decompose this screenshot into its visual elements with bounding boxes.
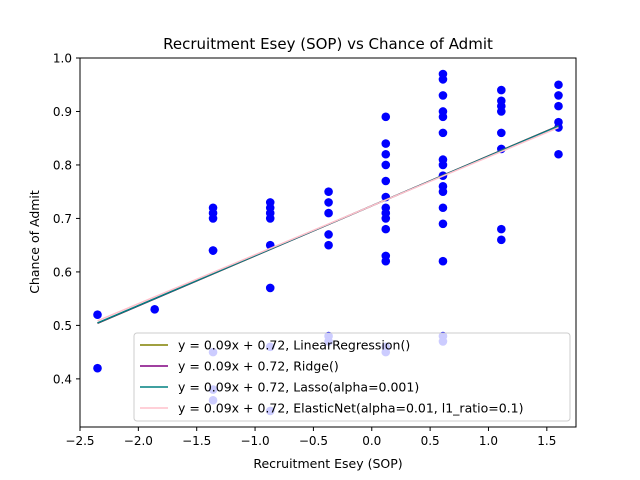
- scatter-point: [324, 208, 333, 218]
- x-axis-label: Recruitment Esey (SOP): [253, 456, 402, 471]
- scatter-point: [381, 214, 391, 223]
- scatter-point: [438, 256, 448, 266]
- scatter-point: [497, 107, 506, 116]
- scatter-point: [381, 256, 391, 266]
- legend-label: y = 0.09x + 0.72, Ridge(): [178, 359, 339, 374]
- legend-box: [133, 332, 571, 422]
- scatter-point: [324, 230, 333, 239]
- scatter-point: [438, 187, 448, 196]
- y-tick-label: 1.0: [53, 52, 72, 66]
- scatter-point: [554, 91, 563, 100]
- scatter-points: [93, 69, 563, 416]
- legend: y = 0.09x + 0.72, LinearRegression() y = …: [133, 332, 571, 422]
- scatter-point: [381, 176, 391, 186]
- scatter-point: [554, 123, 563, 132]
- scatter-point: [438, 128, 448, 138]
- scatter-point: [324, 240, 333, 250]
- regression-line: [97, 126, 559, 322]
- scatter-point: [93, 363, 102, 373]
- legend-label: y = 0.09x + 0.72, ElasticNet(alpha=0.01,…: [178, 401, 523, 416]
- x-tick-label: −2.5: [65, 434, 94, 448]
- y-tick-label: 0.6: [53, 265, 72, 279]
- scatter-point: [497, 235, 506, 245]
- legend-entry: y = 0.09x + 0.72, Ridge(): [140, 359, 339, 374]
- scatter-point: [497, 224, 506, 234]
- scatter-point: [381, 112, 391, 122]
- scatter-point: [324, 187, 333, 196]
- x-tick-label: −1.5: [182, 434, 211, 448]
- scatter-point: [554, 101, 563, 111]
- y-tick-label: 0.9: [53, 105, 72, 119]
- scatter-point: [93, 310, 102, 319]
- plot-area-frame: [79, 57, 577, 428]
- y-tick-label: 0.4: [53, 372, 72, 386]
- scatter-point: [497, 128, 506, 138]
- scatter-point: [554, 149, 563, 159]
- x-tick-label: −0.5: [299, 434, 328, 448]
- legend-label: y = 0.09x + 0.72, LinearRegression(): [178, 338, 410, 353]
- x-tick-label: 1.0: [479, 434, 498, 448]
- scatter-point: [265, 283, 275, 293]
- legend-label: y = 0.09x + 0.72, Lasso(alpha=0.001): [178, 380, 419, 395]
- chart-title: Recruitment Esey (SOP) vs Chance of Admi…: [163, 35, 493, 53]
- scatter-point: [381, 160, 391, 170]
- x-tick-label: −1.0: [240, 434, 269, 448]
- scatter-point: [438, 112, 448, 122]
- x-tick-label: 0.0: [362, 434, 381, 448]
- scatter-point: [381, 149, 391, 159]
- scatter-point: [497, 85, 506, 95]
- y-axis-label: Chance of Admit: [27, 190, 42, 294]
- x-tick-label: 0.5: [421, 434, 440, 448]
- scatter-point: [554, 80, 563, 90]
- y-tick-label: 0.7: [53, 212, 72, 226]
- x-tick-label: −2.0: [124, 434, 153, 448]
- scatter-point: [208, 214, 218, 223]
- scatter-point: [265, 214, 275, 223]
- scatter-point: [438, 91, 448, 100]
- scatter-point: [438, 219, 448, 229]
- scatter-point: [438, 203, 448, 213]
- legend-entry: y = 0.09x + 0.72, LinearRegression(): [140, 338, 410, 353]
- y-tick-label: 0.8: [53, 158, 72, 172]
- scatter-point: [150, 305, 159, 314]
- scatter-point: [208, 246, 218, 255]
- legend-entry: y = 0.09x + 0.72, ElasticNet(alpha=0.01,…: [140, 401, 523, 416]
- regression-lines: [97, 125, 559, 325]
- scatter-point: [381, 139, 391, 148]
- x-axis-ticks: −2.5 −2.0 −1.5 −1.0 −0.5 0.0 0.5 1.0 1.5: [65, 427, 556, 448]
- y-tick-label: 0.5: [53, 319, 72, 333]
- legend-entry: y = 0.09x + 0.72, Lasso(alpha=0.001): [140, 380, 419, 395]
- scatter-point: [324, 198, 333, 207]
- x-tick-label: 1.5: [537, 434, 556, 448]
- scatter-point: [438, 75, 448, 84]
- y-axis-ticks: 0.4 0.5 0.6 0.7 0.8 0.9 1.0: [53, 52, 80, 386]
- scatter-point: [381, 224, 391, 234]
- scatter-point: [438, 160, 448, 170]
